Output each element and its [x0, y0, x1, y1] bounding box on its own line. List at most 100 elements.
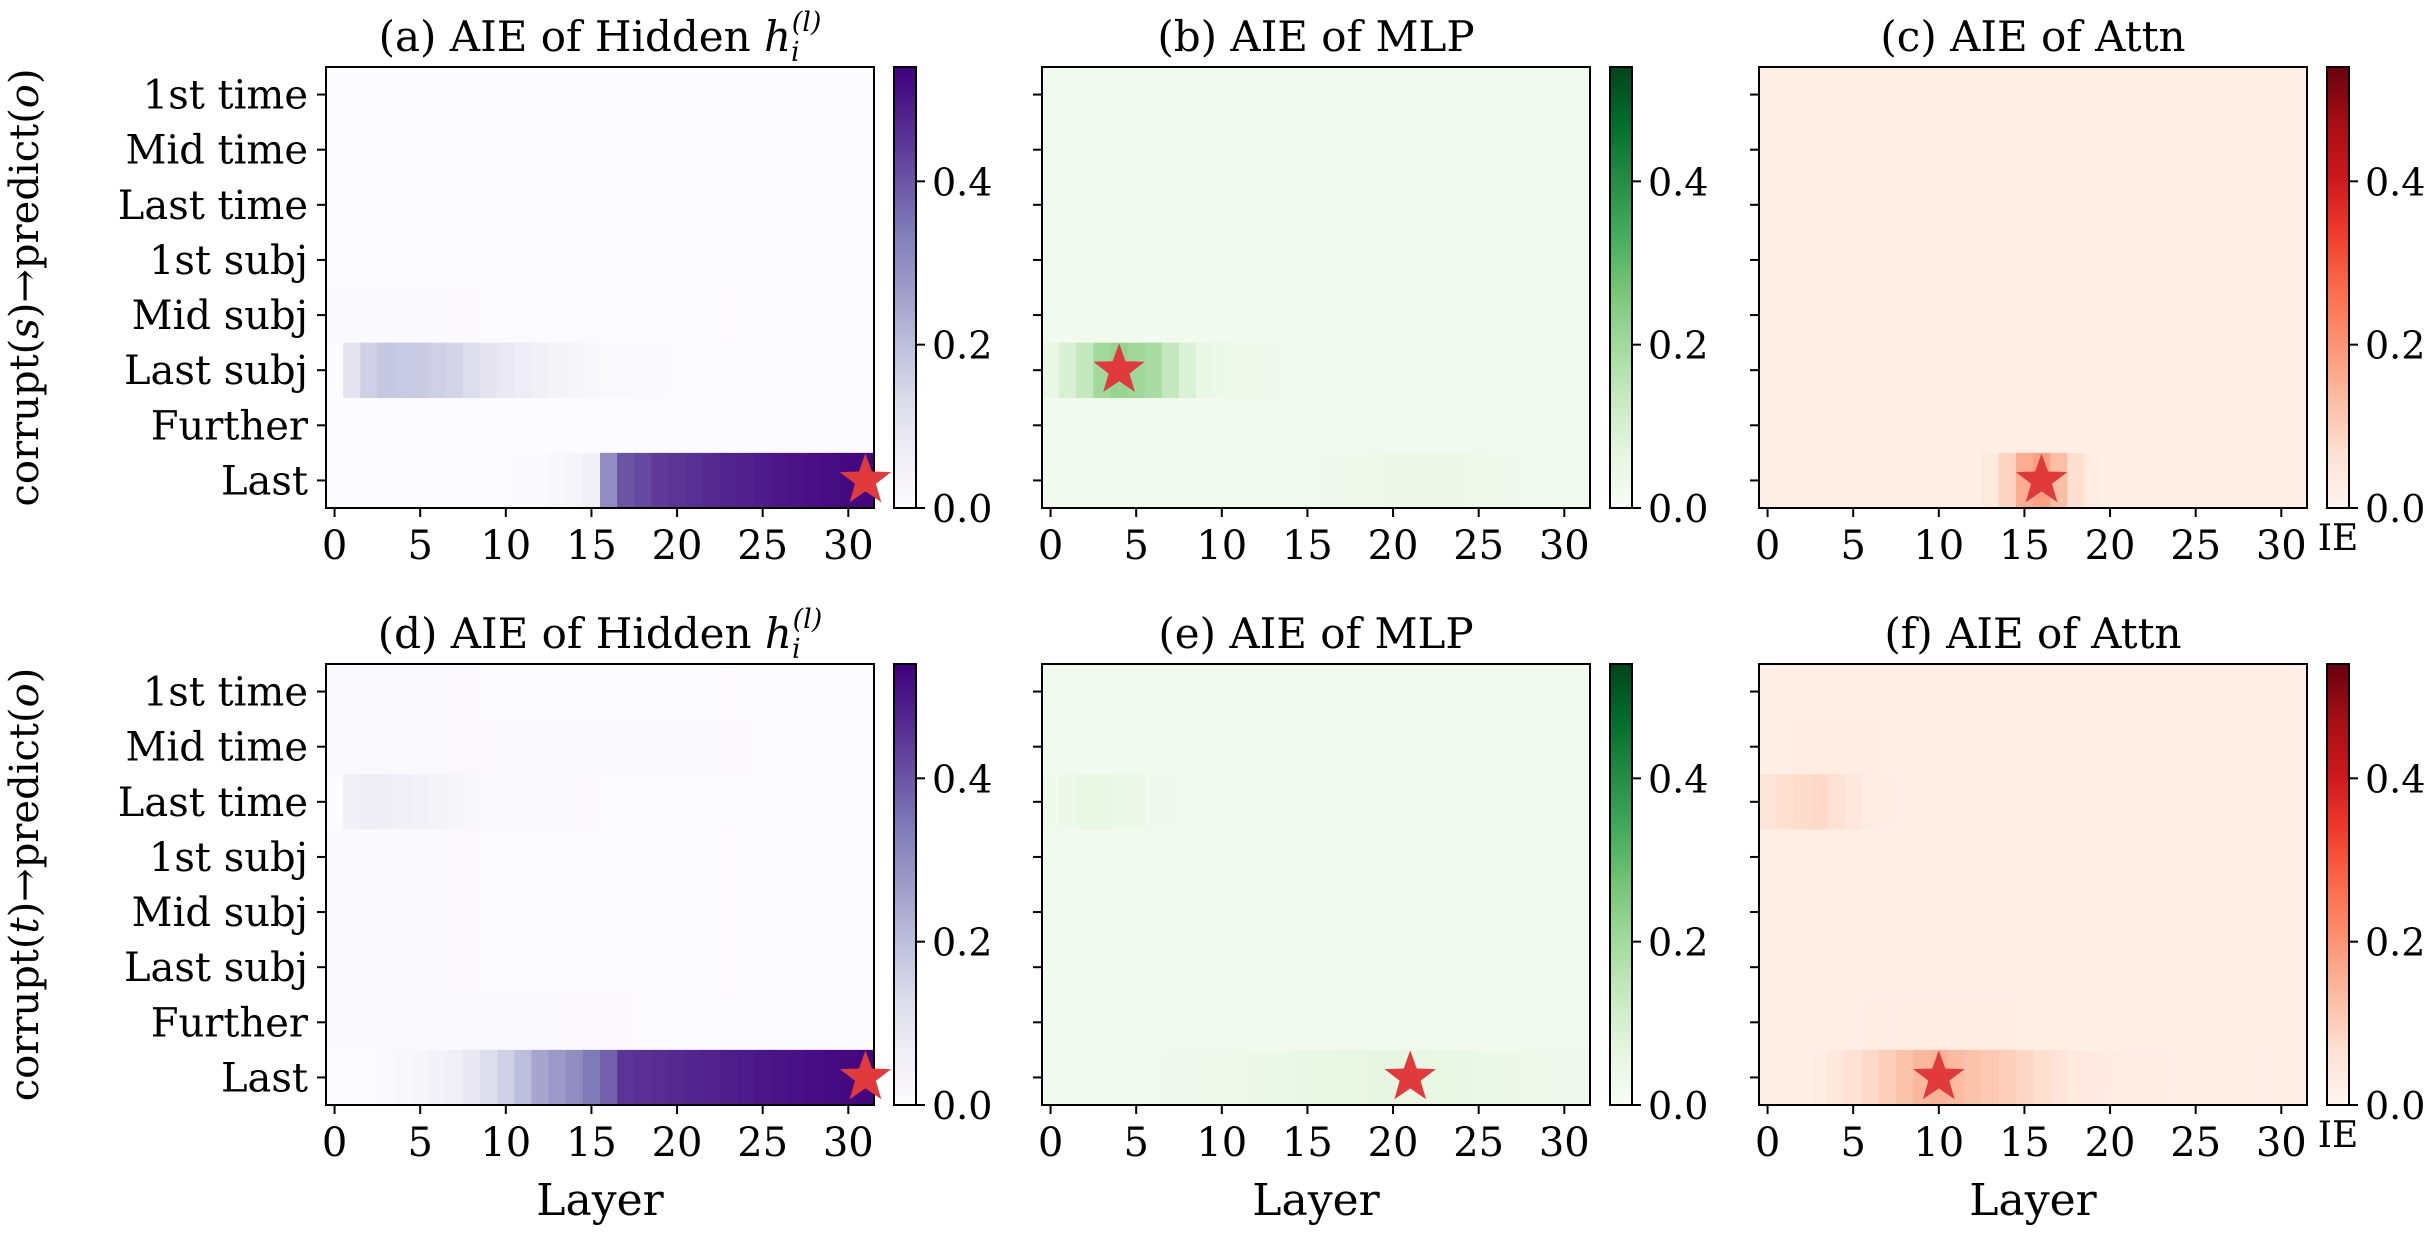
x-tick-label: 10	[1196, 1120, 1247, 1166]
panel-title: (c) AIE of Attn	[1880, 12, 2185, 61]
heatmap-cell	[856, 829, 875, 885]
heatmap-cell	[771, 719, 789, 775]
heatmap-cell	[617, 287, 635, 343]
y-tick-label: Mid time	[125, 725, 308, 771]
heatmap-cell	[480, 774, 498, 830]
heatmap-cell	[497, 1049, 515, 1106]
heatmap-cell	[377, 452, 396, 509]
x-tick-label: 5	[1840, 523, 1865, 569]
heatmap-panel-d: 1st time Mid time Last time 1st subj Mid sub…	[118, 604, 993, 1226]
heatmap-cell	[805, 994, 824, 1051]
heatmap-cell	[326, 829, 344, 885]
heatmap-cell	[1264, 1049, 1283, 1106]
colorbar-tick-label: 0.0	[1648, 487, 1708, 531]
heatmap-cell	[394, 939, 413, 996]
heatmap-cell	[497, 994, 515, 1051]
heatmap-cell	[719, 342, 738, 399]
heatmap-cell	[1298, 1049, 1317, 1106]
x-tick-label: 15	[1282, 1120, 1333, 1166]
colorbar-tick-label: 0.0	[932, 487, 992, 531]
plot-frame	[1758, 66, 2308, 509]
x-tick-label: 0	[1755, 1120, 1780, 1166]
heatmap-cell	[685, 719, 704, 775]
heatmap-cell	[702, 939, 721, 996]
heatmap-cell	[737, 664, 755, 720]
heatmap-cell	[668, 939, 687, 996]
heatmap-cell	[1981, 452, 2000, 509]
heatmap-cell	[428, 994, 447, 1051]
heatmap-cell	[737, 939, 755, 996]
heatmap-cell	[634, 994, 652, 1051]
heatmap-cell	[531, 829, 550, 885]
heatmap-cell	[754, 884, 772, 940]
heatmap-cell	[668, 342, 687, 399]
y-tick-label: Last time	[118, 183, 308, 229]
heatmap-cell	[617, 994, 635, 1051]
colorbar-tick-label: 0.0	[2365, 1084, 2425, 1128]
heatmap-cell	[1810, 1049, 1829, 1106]
heatmap-cell	[428, 287, 447, 343]
heatmap-cell	[548, 939, 567, 996]
heatmap-cell	[480, 342, 498, 399]
colorbar-tick-label: 0.2	[2365, 324, 2425, 368]
y-tick-label: Mid subj	[132, 890, 308, 936]
heatmap-cell	[702, 884, 721, 940]
heatmap-cell	[394, 664, 413, 720]
star-marker	[1093, 343, 1145, 392]
heatmap-cell	[651, 1049, 670, 1106]
heatmap-cell	[685, 939, 704, 996]
x-tick-label: 20	[1368, 1120, 1419, 1166]
colorbar-tick-label: 0.4	[2365, 757, 2425, 801]
heatmap-cell	[2152, 1049, 2171, 1106]
heatmap-cell	[822, 664, 841, 720]
heatmap-cell	[634, 939, 652, 996]
heatmap-cell	[1555, 452, 1574, 509]
heatmap-cell	[343, 829, 361, 885]
heatmap-cell	[411, 994, 430, 1051]
x-axis-label: Layer	[536, 1175, 664, 1226]
heatmap-cell	[565, 829, 584, 885]
heatmap-cell	[480, 719, 498, 775]
heatmap-cell	[411, 829, 430, 885]
heatmap-cell	[480, 664, 498, 720]
heatmap-cell	[737, 994, 755, 1051]
heatmap-cell	[411, 452, 430, 509]
heatmap-cell	[428, 829, 447, 885]
heatmap-cell	[668, 452, 687, 509]
heatmap-cell	[445, 884, 464, 940]
heatmap-cell	[1042, 774, 1060, 830]
x-tick-label: 5	[407, 523, 432, 569]
x-tick-label: 15	[1999, 1120, 2050, 1166]
heatmap-cell	[1298, 342, 1317, 399]
heatmap-panel-f: 0 5 10 15 20 25 30 Layer (f) AIE of Attn 0.0 0.2 0.…	[1750, 609, 2425, 1226]
heatmap-cell	[754, 452, 772, 509]
heatmap-cell	[1896, 774, 1914, 830]
heatmap-cell	[445, 664, 464, 720]
heatmap-cell	[1213, 342, 1231, 399]
heatmap-cell	[411, 1049, 430, 1106]
heatmap-cell	[1110, 1049, 1129, 1106]
heatmap-cell	[428, 884, 447, 940]
colorbar-tick-label: 0.4	[1648, 757, 1708, 801]
heatmap-cell	[805, 774, 824, 830]
heatmap-cell	[1401, 452, 1420, 509]
heatmap-cell	[668, 774, 687, 830]
heatmap-cell	[360, 719, 378, 775]
heatmap-cell	[377, 939, 396, 996]
heatmap-cell	[1076, 774, 1094, 830]
heatmap-cell	[2084, 1049, 2103, 1106]
heatmap-background	[1042, 664, 1590, 1105]
x-axis-label: Layer	[1969, 1175, 2097, 1226]
heatmap-cell	[531, 287, 550, 343]
heatmap-cell	[685, 1049, 704, 1106]
heatmap-cell	[737, 774, 755, 830]
x-tick-label: 30	[2256, 1120, 2307, 1166]
heatmap-cell	[754, 994, 772, 1051]
heatmap-cell	[548, 994, 567, 1051]
heatmap-cell	[343, 939, 361, 996]
x-tick-label: 30	[2256, 523, 2307, 569]
x-tick-label: 0	[1038, 1120, 1063, 1166]
heatmap-cell	[754, 719, 772, 775]
heatmap-cell	[2204, 1049, 2222, 1106]
x-tick-label: 25	[737, 523, 788, 569]
